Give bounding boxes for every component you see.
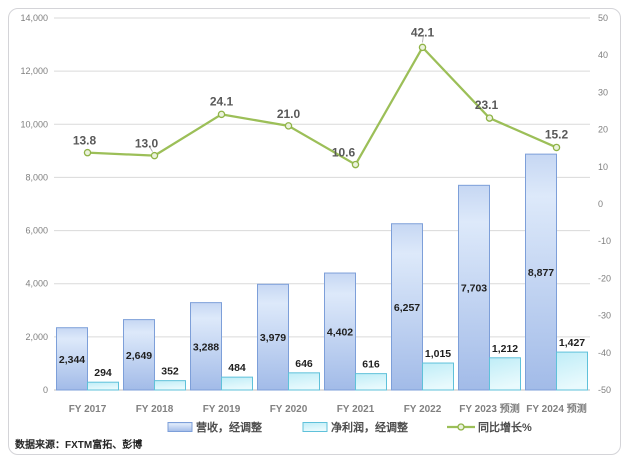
- net-profit-value-label: 352: [161, 366, 179, 378]
- left-axis-tick: 6,000: [25, 226, 48, 236]
- revenue-value-label: 7,703: [461, 283, 487, 295]
- growth-marker: [351, 160, 360, 169]
- left-axis-tick: 0: [43, 385, 48, 395]
- revenue-bar: [391, 223, 423, 391]
- left-axis-tick: 14,000: [20, 13, 48, 23]
- left-axis-tick: 4,000: [25, 279, 48, 289]
- revenue-value-label: 2,344: [59, 354, 85, 366]
- growth-value-label: 10.6: [332, 146, 356, 160]
- right-axis-tick: -50: [598, 385, 611, 395]
- revenue-value-label: 3,288: [193, 341, 219, 353]
- growth-marker: [83, 148, 92, 157]
- growth-marker: [485, 114, 494, 122]
- net-profit-value-label: 484: [228, 362, 246, 374]
- net-profit-bar: [221, 376, 253, 391]
- label-leader-line: [422, 34, 424, 43]
- growth-marker: [150, 151, 159, 160]
- legend-label: 净利润，经调整: [331, 420, 408, 434]
- revenue-value-label: 2,649: [126, 350, 152, 362]
- growth-marker: [217, 110, 226, 119]
- right-axis-tick: 30: [598, 87, 608, 97]
- right-axis-tick: 0: [598, 199, 603, 209]
- growth-line: [86, 46, 558, 166]
- x-axis-label: FY 2021: [337, 404, 375, 415]
- revenue-bar: [458, 184, 490, 391]
- growth-marker: [284, 122, 293, 130]
- growth-marker: [552, 143, 561, 152]
- growth-value-label: 24.1: [210, 94, 234, 108]
- revenue-bar: [525, 153, 557, 391]
- growth-value-label: 42.1: [411, 25, 435, 39]
- net-profit-bar: [288, 372, 320, 391]
- x-axis-label: FY 2020: [270, 404, 308, 415]
- source-note: 数据来源：FXTM富拓、彭博: [15, 438, 142, 451]
- growth-value-label: 23.1: [475, 98, 499, 112]
- left-axis-tick: 12,000: [20, 66, 48, 76]
- growth-legend-marker: [457, 423, 465, 431]
- right-axis-tick: -30: [598, 311, 611, 321]
- net-profit-value-label: 616: [362, 359, 380, 371]
- net-profit-bar: [87, 381, 119, 391]
- growth-value-label: 13.0: [135, 137, 159, 151]
- legend-label: 同比增长%: [478, 420, 532, 434]
- right-axis-tick: 40: [598, 50, 608, 60]
- right-axis-tick: 50: [598, 13, 608, 23]
- left-axis-tick: 10,000: [20, 119, 48, 129]
- net-profit-value-label: 1,015: [425, 348, 451, 360]
- revenue-value-label: 6,257: [394, 302, 420, 314]
- x-axis-label: FY 2017: [69, 404, 107, 415]
- net-profit-bar: [489, 357, 521, 391]
- right-axis-tick: 10: [598, 162, 608, 172]
- net-profit-bar: [556, 351, 588, 391]
- x-axis-label: FY 2024 预测: [526, 402, 586, 415]
- legend-label: 营收，经调整: [196, 420, 262, 434]
- net-profit-value-label: 294: [94, 367, 112, 379]
- growth-value-label: 13.8: [73, 134, 97, 148]
- right-axis-tick: 20: [598, 125, 608, 135]
- revenue-bar: [190, 302, 222, 391]
- x-axis-label: FY 2023 预测: [459, 402, 519, 415]
- right-axis-tick: -40: [598, 348, 611, 358]
- revenue-bar: [324, 272, 356, 391]
- net-profit-value-label: 646: [295, 358, 313, 370]
- x-axis-label: FY 2018: [136, 404, 174, 415]
- right-axis-tick: -10: [598, 236, 611, 246]
- revenue-bar: [56, 327, 88, 391]
- revenue-bar: [123, 319, 155, 391]
- net-profit-bar: [355, 373, 387, 391]
- right-axis-tick: -20: [598, 273, 611, 283]
- growth-value-label: 15.2: [545, 127, 569, 141]
- label-leader-line: [149, 146, 153, 152]
- revenue-value-label: 3,979: [260, 332, 286, 344]
- x-axis-label: FY 2022: [404, 404, 442, 415]
- left-axis-tick: 2,000: [25, 332, 48, 342]
- x-axis-label: FY 2019: [203, 404, 241, 415]
- growth-marker: [418, 43, 427, 52]
- net-profit-bar: [154, 380, 186, 391]
- net-profit-legend-swatch: [302, 422, 328, 432]
- revenue-value-label: 4,402: [327, 327, 353, 339]
- growth-value-label: 21.0: [277, 107, 301, 121]
- revenue-legend-swatch: [167, 422, 193, 432]
- revenue-bar: [257, 283, 289, 391]
- revenue-value-label: 8,877: [528, 267, 554, 279]
- net-profit-bar: [422, 362, 454, 391]
- left-axis-tick: 8,000: [25, 172, 48, 182]
- net-profit-value-label: 1,427: [559, 337, 585, 349]
- net-profit-value-label: 1,212: [492, 343, 518, 355]
